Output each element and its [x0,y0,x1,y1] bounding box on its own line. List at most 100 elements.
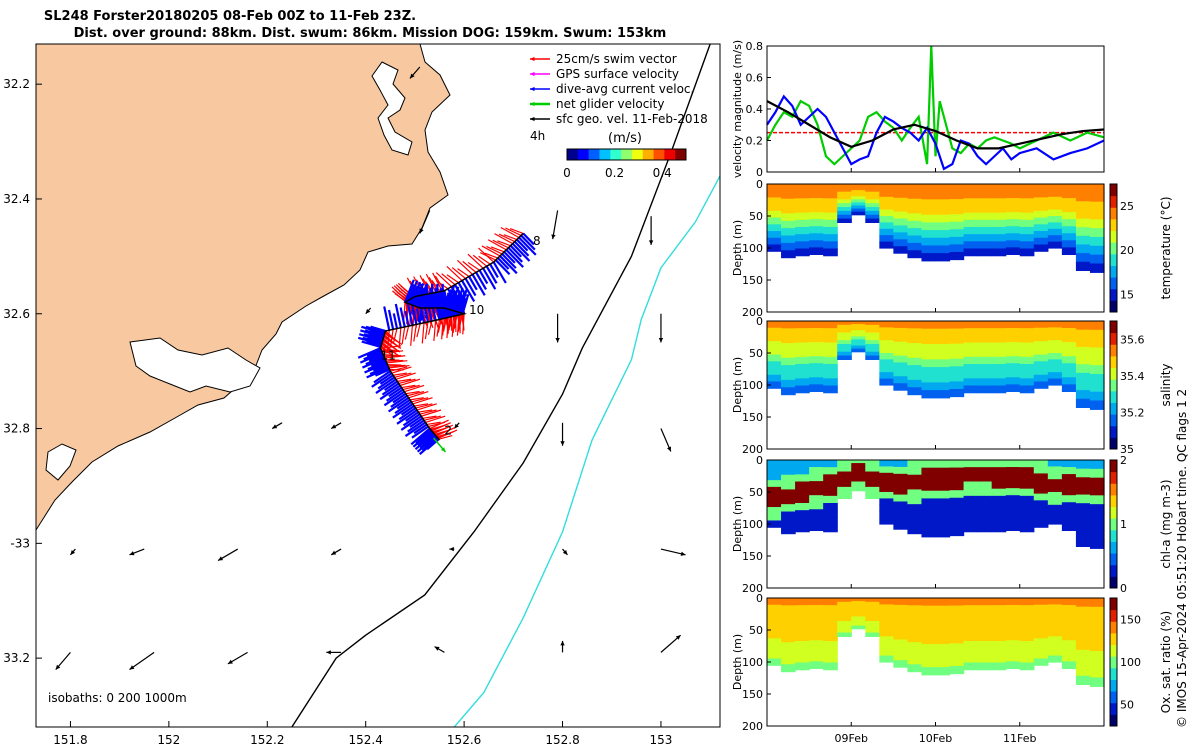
section-cell [1005,370,1021,378]
section-cell [781,612,796,621]
section-cell [795,517,810,526]
section-cell [879,359,894,367]
isobath-1000m [453,175,720,727]
section-y-tick-label: 0 [756,592,763,605]
section-cell [1089,210,1105,220]
section-cell [879,241,894,249]
current-vector [394,303,402,328]
section-cell [977,517,993,526]
section-cell [921,483,937,492]
swim-vector [429,419,449,430]
section-cell [767,631,782,639]
section-cell [1075,598,1091,608]
section-cell [781,242,796,251]
current-vector [373,370,391,384]
section-cell [1075,184,1091,194]
section-cell [837,598,852,603]
section-cell [781,235,796,244]
section-y-tick-label: 0 [756,315,763,328]
section-cell [781,504,796,513]
section-cell [921,207,937,216]
section-cell [809,605,824,613]
colorbar-segment [653,149,665,160]
section-cell [809,184,824,192]
section-cell [1005,212,1021,220]
section-cell [823,510,838,518]
section-cell [879,498,894,506]
section-colorbar-tick: 0 [1120,582,1127,595]
section-cell [767,224,782,232]
current-vector [513,240,530,257]
section-cell [809,626,824,634]
section-cell [1047,372,1063,380]
section-cell [1047,216,1063,223]
section-cell [809,328,824,336]
swim-vector [397,378,412,382]
section-colorbar-frame [1109,320,1118,450]
section-cell [1089,236,1105,247]
section-cell [935,214,951,223]
section-cell [809,516,824,524]
section-cell [935,483,951,492]
section-cell [809,377,824,385]
section-cell [949,244,965,253]
section-cell [1019,349,1035,358]
section-colorbar-tick: 35 [1120,443,1134,456]
section-cell [781,350,796,359]
current-vector [366,340,382,347]
section-cell [977,467,993,475]
velocity-y-tick-label: 0.4 [746,103,764,116]
isobaths-label: isobaths: 0 200 1000m [48,691,187,705]
colorbar-segment [567,149,579,160]
section-cell [795,467,810,475]
section-cell [963,234,979,242]
section-colorbar-label: Ox. sat. ratio (%) [1159,611,1173,713]
section-cell [851,619,866,624]
current-vector [457,298,464,315]
swim-vector [433,320,437,341]
current-vector [494,259,511,276]
section-colorbar-tick: 1 [1120,518,1127,531]
section-cell [781,664,796,673]
current-vector [367,336,383,344]
section-cell [1061,502,1077,510]
section-cell [1005,356,1021,364]
current-vector [404,310,410,327]
section-cell [921,467,937,476]
current-vector [507,246,523,263]
section-cell [837,328,852,334]
geostrophic-velocity-arrow [552,210,559,240]
section-cell [809,198,824,206]
section-cell [767,507,782,515]
section-cell [879,190,894,198]
section-cell [893,632,909,641]
section-cell [1061,240,1077,248]
section-cell [1061,640,1077,648]
section-cell [963,495,979,504]
section-cell [893,190,909,199]
section-cell [837,199,852,204]
geostrophic-velocity-arrow-head [667,446,672,452]
section-cell [1075,494,1091,504]
section-cell [893,508,909,516]
current-vector [434,299,441,320]
section-cell [879,655,894,663]
section-cell [781,627,796,636]
section-cell [977,219,993,228]
current-vector [516,238,529,252]
section-cell [1089,347,1105,357]
section-colorbar-segment [1110,184,1117,197]
section-y-tick-label: 200 [742,443,763,456]
section-cell [963,219,979,228]
section-cell [963,641,979,649]
section-cell [1089,650,1105,661]
section-cell [991,460,1007,468]
section-cell [977,241,993,250]
section-cell [837,628,852,634]
swim-vector [407,390,425,397]
swim-vector [421,322,425,344]
section-cell [865,184,880,189]
section-colorbar-segment [1110,483,1117,496]
section-cell [781,343,796,352]
section-salinity: 0 50 100 150 200 Depth (m) 35 35.2 35.4 35.6 salin… [731,315,1173,456]
